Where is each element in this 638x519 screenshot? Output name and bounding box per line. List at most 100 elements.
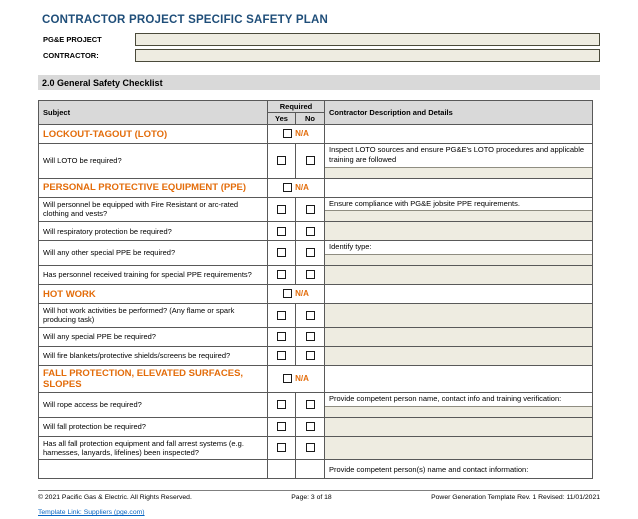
question-row: Will any other special PPE be required? I… [38,240,594,266]
question-row: Will fall protection be required? [38,416,594,437]
question-text: Will personnel be equipped with Fire Res… [38,196,268,223]
description-input[interactable] [325,166,593,178]
question-row: Will personnel be equipped with Fire Res… [38,196,594,223]
yes-checkbox[interactable] [277,332,286,342]
na-cell: N/A [266,284,326,304]
no-cell [294,265,326,285]
question-row: Has personnel received training for spec… [38,265,594,285]
yes-cell [267,265,296,285]
question-row: Will respiratory protection be required? [38,221,594,242]
template-link[interactable]: Template Link: Suppliers (pge.com) [38,509,145,517]
no-checkbox[interactable] [305,156,315,166]
na-checkbox[interactable] [283,129,293,139]
no-cell [294,391,326,418]
na-checkbox[interactable] [283,289,293,299]
contractor-input[interactable] [135,49,600,62]
na-label: N/A [295,289,309,299]
question-row: Has all fall protection equipment and fa… [38,435,594,461]
pge-project-label: PG&E PROJECT [43,35,102,44]
note-row: Provide competent person(s) name and con… [38,459,594,480]
question-text: Will hot work activities be performed? (… [38,303,268,328]
no-checkbox[interactable] [305,248,315,258]
footer-divider [38,490,600,492]
description-input-cell[interactable] [324,221,594,242]
yes-checkbox[interactable] [277,421,286,431]
no-checkbox[interactable] [305,443,315,453]
na-cell: N/A [266,364,326,393]
description-input[interactable] [325,210,593,222]
yes-checkbox[interactable] [277,248,286,258]
description-input-cell[interactable] [324,435,594,461]
yes-checkbox[interactable] [277,310,286,320]
yes-checkbox[interactable] [277,226,286,236]
yes-cell [267,303,296,328]
pge-project-input[interactable] [135,33,600,46]
section-row: HOT WORK N/A [38,284,594,304]
yes-cell [267,221,296,242]
description-input-cell[interactable] [324,416,594,437]
footer-revision: Power Generation Template Rev. 1 Revised… [431,494,600,502]
description-input-cell[interactable] [324,303,594,328]
section-row: LOCKOUT-TAGOUT (LOTO) N/A [38,124,594,144]
description-input-cell[interactable] [324,326,594,347]
question-text: Will any special PPE be required? [38,326,268,347]
no-checkbox[interactable] [305,204,315,214]
description-text: Provide competent person(s) name and con… [324,459,594,480]
description-wrap: Identify type: [325,241,593,265]
question-text: Will fire blankets/protective shields/sc… [38,345,268,366]
yes-cell [267,143,296,179]
section-title: FALL PROTECTION, ELEVATED SURFACES, SLOP… [38,364,268,393]
na-cell: N/A [266,124,326,144]
yes-checkbox[interactable] [277,204,286,214]
no-cell [294,416,326,437]
section-title: LOCKOUT-TAGOUT (LOTO) [38,124,268,144]
section-title: PERSONAL PROTECTIVE EQUIPMENT (PPE) [38,177,268,198]
yes-checkbox[interactable] [277,399,286,409]
section-row: FALL PROTECTION, ELEVATED SURFACES, SLOP… [38,364,594,393]
description-text: Provide competent person name, contact i… [329,393,562,403]
no-checkbox[interactable] [305,351,315,361]
no-checkbox[interactable] [305,399,315,409]
no-checkbox[interactable] [305,270,315,280]
yes-checkbox[interactable] [277,443,286,453]
yes-cell [267,326,296,347]
description-input-cell[interactable] [324,265,594,285]
no-cell [294,303,326,328]
section-description-cell [324,177,594,198]
contractor-label: CONTRACTOR: [43,51,99,60]
yes-checkbox[interactable] [277,156,286,166]
pge-project-field-row: PG&E PROJECT [38,33,600,46]
no-cell [294,435,326,461]
description-input[interactable] [325,405,593,417]
no-checkbox[interactable] [305,310,315,320]
column-header-required: Required [266,100,326,113]
description-cell: Provide competent person name, contact i… [324,391,594,418]
yes-checkbox[interactable] [277,270,286,280]
description-wrap: Inspect LOTO sources and ensure PG&E's L… [325,144,593,178]
description-input-cell[interactable] [324,345,594,366]
header-row-1: Subject Required Contractor Description … [38,100,594,125]
contractor-field-row: CONTRACTOR: [38,49,600,62]
column-header-no: No [294,112,326,125]
description-input[interactable] [325,254,593,265]
no-checkbox[interactable] [305,226,315,236]
na-checkbox[interactable] [283,374,293,384]
na-label: N/A [295,182,309,192]
footer-copyright: © 2021 Pacific Gas & Electric. All Right… [38,494,192,502]
question-row: Will LOTO be required? Inspect LOTO sourc… [38,143,594,179]
yes-checkbox[interactable] [277,351,286,361]
description-text: Inspect LOTO sources and ensure PG&E's L… [329,145,585,164]
no-checkbox[interactable] [305,332,315,342]
section-description-cell [324,284,594,304]
na-checkbox[interactable] [283,182,293,192]
description-wrap: Provide competent person name, contact i… [325,393,593,417]
no-checkbox[interactable] [305,421,315,431]
yes-cell [267,435,296,461]
question-text: Has all fall protection equipment and fa… [38,435,268,461]
section-title: HOT WORK [38,284,268,304]
yes-cell [267,345,296,366]
question-text: Has personnel received training for spec… [38,265,268,285]
description-cell: Identify type: [324,240,594,266]
section-row: PERSONAL PROTECTIVE EQUIPMENT (PPE) N/A [38,177,594,198]
